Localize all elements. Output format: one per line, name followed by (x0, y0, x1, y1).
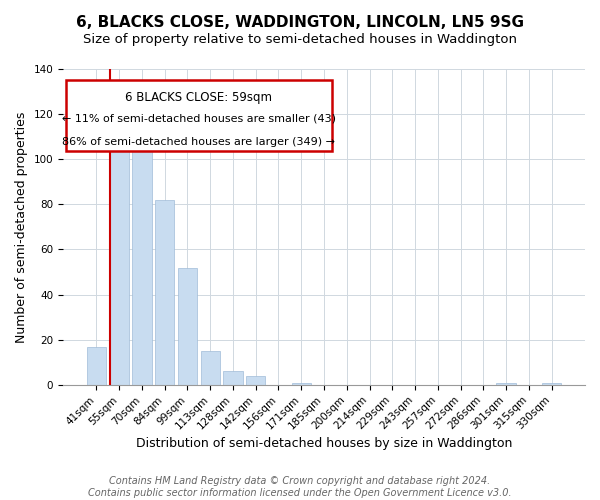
Text: Contains HM Land Registry data © Crown copyright and database right 2024.
Contai: Contains HM Land Registry data © Crown c… (88, 476, 512, 498)
Bar (246, 376, 265, 385)
Text: 6 BLACKS CLOSE: 59sqm: 6 BLACKS CLOSE: 59sqm (125, 91, 272, 104)
Text: 86% of semi-detached houses are larger (349) →: 86% of semi-detached houses are larger (… (62, 137, 335, 147)
Bar (178, 268, 197, 385)
Text: ← 11% of semi-detached houses are smaller (43): ← 11% of semi-detached houses are smalle… (62, 114, 336, 124)
Bar (292, 382, 311, 385)
Text: 6, BLACKS CLOSE, WADDINGTON, LINCOLN, LN5 9SG: 6, BLACKS CLOSE, WADDINGTON, LINCOLN, LN… (76, 15, 524, 30)
Bar (542, 382, 561, 385)
Bar (87, 346, 106, 385)
Bar (223, 372, 242, 385)
FancyBboxPatch shape (65, 80, 332, 151)
Bar (155, 200, 175, 385)
Bar (110, 121, 129, 385)
Text: Size of property relative to semi-detached houses in Waddington: Size of property relative to semi-detach… (83, 32, 517, 46)
X-axis label: Distribution of semi-detached houses by size in Waddington: Distribution of semi-detached houses by … (136, 437, 512, 450)
Y-axis label: Number of semi-detached properties: Number of semi-detached properties (15, 111, 28, 342)
Bar (132, 126, 152, 385)
Bar (200, 351, 220, 385)
Bar (496, 382, 516, 385)
